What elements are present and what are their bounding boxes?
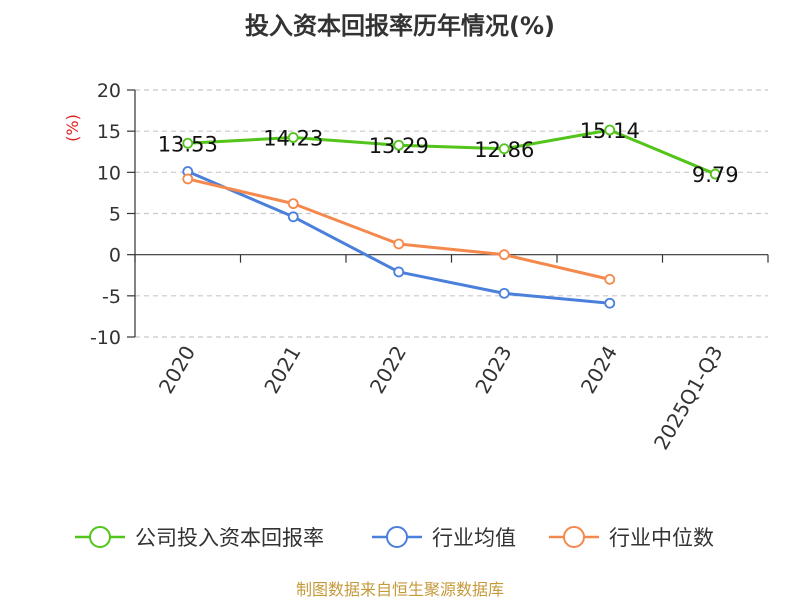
- series-point-0: [709, 168, 721, 180]
- series-point-0: [604, 124, 616, 136]
- data-labels: 13.53 14.23 13.29 12.86 15.14 9.79: [158, 119, 739, 187]
- series-point-2: [182, 173, 194, 185]
- data-label: 14.23: [263, 127, 323, 151]
- chart-title: 投入资本回报率历年情况(%): [245, 12, 555, 40]
- x-tick-label: 2020: [154, 342, 200, 398]
- x-tick-label: 2024: [576, 342, 622, 398]
- series-line-0: [187, 128, 716, 176]
- legend: 公司投入资本回报率 行业均值 行业中位数: [75, 526, 714, 550]
- y-tick-label: 20: [97, 80, 121, 102]
- series-point-1: [498, 287, 510, 299]
- source-note: 制图数据来自恒生聚源数据库: [296, 580, 504, 599]
- y-tick-label: 5: [109, 204, 121, 226]
- series-line-1: [187, 170, 610, 305]
- y-tick-label: 10: [97, 162, 121, 184]
- y-axis-unit: (%): [63, 114, 82, 142]
- y-tick-label: -10: [90, 327, 121, 349]
- legend-label-0: 公司投入资本回报率: [135, 526, 324, 550]
- legend-marker-0: [89, 526, 111, 548]
- series-point-2: [393, 238, 405, 250]
- data-label: 15.14: [580, 119, 640, 143]
- series-point-2: [604, 273, 616, 285]
- series-point-2: [287, 198, 299, 210]
- y-tick-label: 15: [97, 121, 121, 143]
- series-point-0: [287, 132, 299, 143]
- series-point-2: [498, 249, 510, 261]
- x-tick-label: 2022: [365, 342, 411, 398]
- series-point-1: [287, 211, 299, 223]
- x-tick-label: 2025Q1-Q3: [649, 342, 728, 454]
- legend-marker-1: [386, 526, 408, 548]
- series-line-2: [187, 177, 611, 281]
- grid: [135, 89, 768, 338]
- data-label: 13.53: [158, 132, 218, 156]
- series-point-1: [604, 297, 616, 309]
- y-tick-label: 0: [109, 245, 121, 267]
- x-tick-label: 2021: [259, 342, 305, 398]
- data-label: 12.86: [474, 138, 534, 162]
- data-label: 13.29: [369, 134, 429, 158]
- data-label: 9.79: [692, 163, 739, 187]
- series-point-0: [182, 137, 194, 149]
- series-point-1: [393, 266, 405, 278]
- legend-label-1: 行业均值: [432, 526, 516, 550]
- legend-label-2: 行业中位数: [609, 526, 714, 550]
- x-tick-label: 2023: [470, 342, 516, 398]
- series-point-0: [498, 143, 510, 155]
- legend-marker-2: [563, 526, 585, 548]
- series-point-0: [393, 139, 405, 151]
- y-tick-label: -5: [102, 286, 121, 308]
- series: [182, 124, 721, 309]
